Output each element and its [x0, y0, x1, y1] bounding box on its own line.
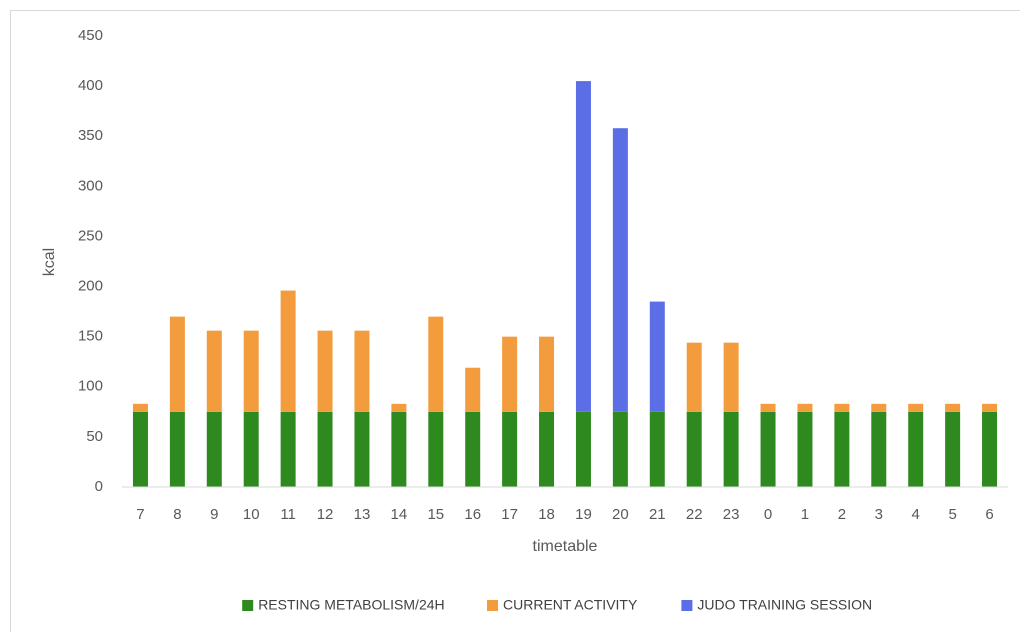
bar-segment [797, 403, 813, 412]
bar-segment [723, 411, 739, 487]
x-tick-label: 3 [875, 506, 883, 523]
x-tick-label: 15 [427, 506, 444, 523]
x-tick-label: 11 [280, 506, 296, 523]
bar-segment [539, 336, 555, 412]
bar-segment [428, 316, 444, 412]
x-tick-label: 5 [948, 506, 956, 523]
bar-segment [945, 411, 961, 487]
bar-segment [871, 411, 887, 487]
bar-segment [280, 411, 296, 487]
y-tick-label: 250 [78, 227, 103, 244]
y-tick-label: 150 [78, 328, 103, 345]
y-tick-label: 350 [78, 127, 103, 144]
x-tick-label: 4 [912, 506, 920, 523]
y-tick-label: 100 [78, 378, 103, 395]
bar-segment [206, 411, 222, 487]
x-tick-label: 16 [464, 506, 481, 523]
x-tick-label: 14 [391, 506, 408, 523]
bar-segment [575, 411, 591, 487]
x-tick-label: 12 [317, 506, 334, 523]
y-axis-label: kcal [41, 248, 58, 276]
y-tick-label: 450 [78, 27, 103, 44]
bar-segment [649, 411, 665, 487]
y-tick-label: 400 [78, 77, 103, 94]
bar-segment [723, 342, 739, 412]
bar-segment [686, 342, 702, 412]
x-tick-label: 18 [538, 506, 555, 523]
bar-segment [428, 411, 444, 487]
bar-segment [871, 403, 887, 412]
bar-segment [354, 411, 370, 487]
bar-segment [908, 411, 924, 487]
bar-segment [169, 316, 185, 412]
bar-segment [243, 411, 259, 487]
x-tick-label: 2 [838, 506, 846, 523]
x-tick-label: 13 [354, 506, 371, 523]
bar-segment [465, 411, 481, 487]
x-tick-label: 0 [764, 506, 772, 523]
legend-swatch [681, 600, 693, 611]
x-tick-label: 6 [985, 506, 993, 523]
legend-label: RESTING METABOLISM/24H [258, 597, 444, 613]
x-tick-label: 21 [649, 506, 666, 523]
bar-segment [834, 411, 850, 487]
bar-segment [982, 403, 998, 412]
bar-segment [686, 411, 702, 487]
bar-segment [834, 403, 850, 412]
bar-segment [132, 411, 148, 487]
bar-segment [169, 411, 185, 487]
y-tick-label: 50 [86, 428, 103, 445]
x-tick-label: 20 [612, 506, 629, 523]
bar-segment [391, 403, 407, 412]
legend-label: JUDO TRAINING SESSION [697, 597, 872, 613]
x-tick-label: 7 [136, 506, 144, 523]
legend-label: CURRENT ACTIVITY [503, 597, 638, 613]
bar-segment [317, 330, 333, 412]
x-tick-label: 22 [686, 506, 703, 523]
bar-segment [612, 411, 628, 487]
bar-segment [502, 336, 518, 412]
bar-segment [465, 367, 481, 412]
bar-segment [502, 411, 518, 487]
bar-segment [132, 403, 148, 412]
bar-segment [760, 403, 776, 412]
bar-segment [612, 128, 628, 412]
y-tick-label: 300 [78, 177, 103, 194]
bar-segment [391, 411, 407, 487]
bar-segment [280, 290, 296, 412]
x-tick-label: 1 [801, 506, 809, 523]
bar-segment [945, 403, 961, 412]
y-tick-label: 0 [95, 478, 103, 495]
bar-segment [206, 330, 222, 412]
bar-segment [982, 411, 998, 487]
x-tick-label: 9 [210, 506, 218, 523]
x-axis-label: timetable [533, 538, 598, 555]
bar-segment [760, 411, 776, 487]
bar-segment [908, 403, 924, 412]
bar-segment [649, 301, 665, 412]
x-tick-label: 17 [501, 506, 518, 523]
bar-segment [317, 411, 333, 487]
x-tick-label: 23 [723, 506, 740, 523]
bar-segment [539, 411, 555, 487]
x-tick-label: 10 [243, 506, 260, 523]
bar-segment [797, 411, 813, 487]
bar-segment [354, 330, 370, 412]
y-tick-label: 200 [78, 278, 103, 295]
chart-border [10, 10, 1020, 632]
x-tick-label: 19 [575, 506, 592, 523]
bar-segment [243, 330, 259, 412]
legend-swatch [242, 600, 254, 611]
bar-segment [575, 81, 591, 412]
x-tick-label: 8 [173, 506, 181, 523]
legend-swatch [487, 600, 498, 611]
